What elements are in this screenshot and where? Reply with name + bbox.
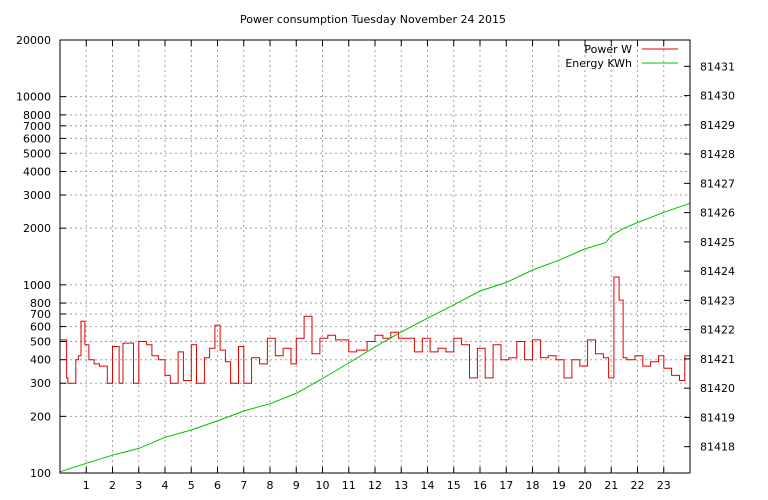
y-tick-label: 400 — [30, 354, 51, 367]
x-tick-label: 3 — [135, 479, 142, 492]
y-tick-label: 8000 — [23, 109, 51, 122]
y-tick-label: 800 — [30, 297, 51, 310]
y2-tick-label: 81431 — [700, 60, 735, 73]
y-tick-label: 20000 — [16, 34, 51, 47]
y-tick-label: 3000 — [23, 189, 51, 202]
y-tick-label: 200 — [30, 410, 51, 423]
y2-tick-label: 81421 — [700, 353, 735, 366]
x-tick-label: 4 — [162, 479, 169, 492]
x-tick-label: 16 — [473, 479, 487, 492]
x-tick-label: 2 — [109, 479, 116, 492]
y-tick-label: 100 — [30, 467, 51, 480]
y-tick-label: 4000 — [23, 166, 51, 179]
x-tick-label: 5 — [188, 479, 195, 492]
y-tick-label: 1000 — [23, 279, 51, 292]
y-tick-label: 700 — [30, 308, 51, 321]
y-tick-label: 600 — [30, 321, 51, 334]
y2-tick-label: 81419 — [700, 411, 735, 424]
y2-tick-label: 81427 — [700, 177, 735, 190]
x-tick-label: 8 — [267, 479, 274, 492]
plot-border — [59, 39, 691, 474]
legend-label: Energy KWh — [565, 57, 632, 70]
y2-tick-label: 81422 — [700, 324, 735, 337]
y-tick-label: 6000 — [23, 132, 51, 145]
chart-title: Power consumption Tuesday November 24 20… — [240, 13, 506, 26]
y2-tick-label: 81418 — [700, 441, 735, 454]
x-tick-label: 21 — [604, 479, 618, 492]
series-layer — [59, 202, 691, 473]
x-tick-label: 19 — [552, 479, 566, 492]
x-tick-label: 12 — [368, 479, 382, 492]
x-tick-label: 7 — [240, 479, 247, 492]
y2-tick-label: 81429 — [700, 119, 735, 132]
x-tick-label: 15 — [447, 479, 461, 492]
x-tick-label: 11 — [342, 479, 356, 492]
x-tick-label: 6 — [214, 479, 221, 492]
axis-layer: 1 2 3 4 5 6 7 8 9 10 11 12 13 14 15 16 17 18 19 20 21 22 23100… — [16, 34, 735, 492]
y2-tick-label: 81424 — [700, 265, 735, 278]
x-tick-label: 14 — [421, 479, 435, 492]
y2-tick-label: 81428 — [700, 148, 735, 161]
y2-tick-label: 81423 — [700, 294, 735, 307]
series-line-power-w — [60, 276, 691, 384]
y2-tick-label: 81425 — [700, 236, 735, 249]
y2-tick-label: 81426 — [700, 207, 735, 220]
y-tick-label: 500 — [30, 335, 51, 348]
y2-tick-label: 81420 — [700, 382, 735, 395]
x-tick-label: 23 — [657, 479, 671, 492]
y-tick-label: 5000 — [23, 147, 51, 160]
y-tick-label: 10000 — [16, 91, 51, 104]
y-tick-label: 2000 — [23, 222, 51, 235]
x-tick-label: 9 — [293, 479, 300, 492]
series-line-energy-kwh — [59, 202, 691, 473]
y-tick-label: 300 — [30, 377, 51, 390]
x-tick-label: 10 — [316, 479, 330, 492]
y2-tick-label: 81430 — [700, 90, 735, 103]
x-tick-label: 13 — [394, 479, 408, 492]
x-tick-label: 22 — [631, 479, 645, 492]
y-tick-label: 7000 — [23, 120, 51, 133]
legend-label: Power W — [584, 43, 632, 56]
x-tick-label: 18 — [526, 479, 540, 492]
x-tick-label: 1 — [83, 479, 90, 492]
x-tick-label: 20 — [578, 479, 592, 492]
x-tick-label: 17 — [499, 479, 513, 492]
